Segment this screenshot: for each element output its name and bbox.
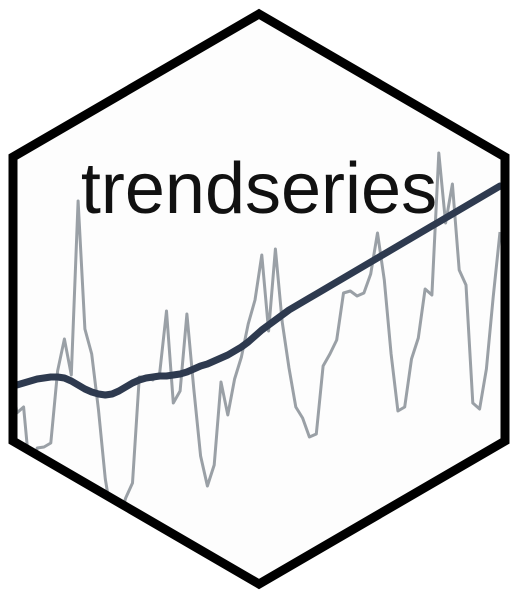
- trend-line: [13, 182, 504, 399]
- hex-border: [8, 8, 510, 590]
- hex-background: [13, 14, 505, 584]
- logo-title: trendseries: [81, 149, 437, 229]
- raw-series-line: [13, 151, 502, 522]
